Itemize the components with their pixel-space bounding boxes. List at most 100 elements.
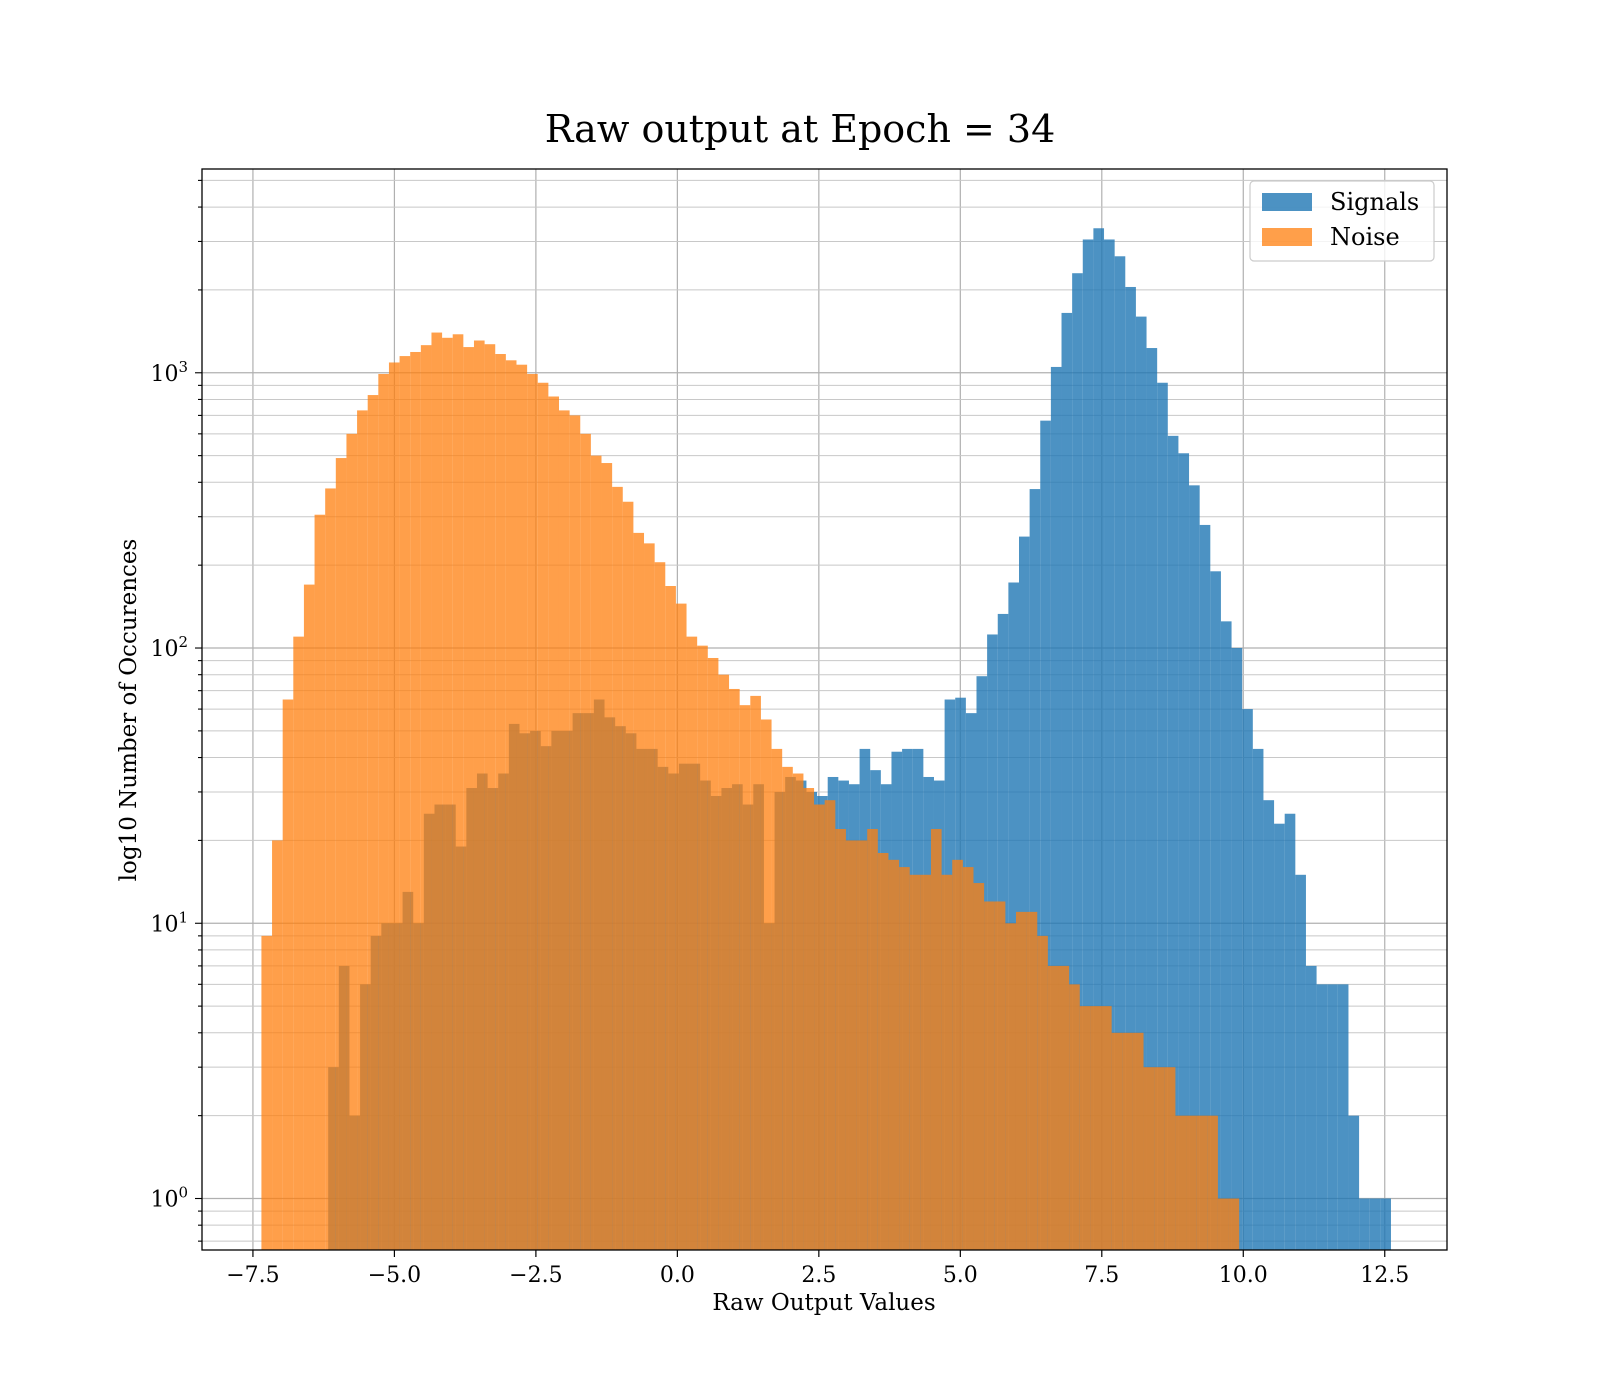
noise-bar: [516, 364, 528, 1251]
noise-bar: [899, 867, 910, 1250]
noise-bar: [1079, 1006, 1091, 1250]
noise-bar: [1090, 1006, 1102, 1250]
noise-bar: [1207, 1115, 1218, 1250]
noise-bar: [707, 657, 719, 1250]
noise-bar: [314, 514, 326, 1250]
noise-bar: [282, 699, 294, 1250]
signals-bar: [1231, 648, 1243, 1250]
signals-bar: [1337, 984, 1349, 1250]
y-tick-label: 100: [150, 1184, 188, 1213]
noise-bar: [495, 354, 506, 1250]
signals-bar: [1072, 273, 1083, 1250]
noise-bar: [771, 748, 783, 1250]
x-tick-label: 12.5: [1360, 1263, 1409, 1288]
histogram-bars: [261, 228, 1391, 1251]
y-axis-label: log10 Number of Occurences: [116, 539, 142, 882]
signals-bar: [1029, 489, 1041, 1251]
signals-bar: [1178, 453, 1190, 1250]
noise-bar: [558, 410, 570, 1250]
noise-bar: [1122, 1032, 1133, 1250]
noise-bar: [803, 788, 815, 1250]
noise-bar: [1132, 1032, 1144, 1250]
signals-bar: [1295, 874, 1306, 1250]
noise-bar: [452, 334, 464, 1251]
noise-bar: [1069, 984, 1080, 1250]
noise-bar: [856, 840, 868, 1250]
x-tick-label: −2.5: [509, 1263, 562, 1288]
noise-bar: [718, 674, 730, 1250]
noise-bar: [261, 935, 273, 1250]
noise-bar: [1026, 911, 1038, 1250]
noise-bar: [1175, 1115, 1187, 1250]
noise-bar: [601, 463, 613, 1250]
x-tick-label: 7.5: [1084, 1263, 1119, 1288]
signals-bar: [1135, 316, 1147, 1250]
x-tick-label: −7.5: [226, 1263, 279, 1288]
noise-bar: [612, 486, 623, 1250]
y-tick-label: 102: [150, 633, 188, 662]
signals-bar: [1316, 984, 1328, 1250]
noise-bar: [442, 337, 453, 1250]
legend: Signals Noise: [1249, 180, 1435, 262]
noise-bar: [1196, 1115, 1208, 1250]
signals-bar: [1189, 485, 1200, 1250]
noise-bar: [909, 874, 921, 1250]
noise-bar: [739, 705, 751, 1250]
signals-bar: [1252, 748, 1264, 1250]
noise-bar: [814, 804, 825, 1250]
x-tick-label: 5.0: [943, 1263, 978, 1288]
noise-bar: [590, 455, 602, 1250]
legend-swatch-signals: [1262, 193, 1312, 211]
legend-swatch-noise: [1262, 228, 1312, 246]
series-noise: [261, 332, 1240, 1251]
noise-bar: [654, 562, 666, 1250]
noise-bar: [952, 859, 963, 1250]
signals-bar: [1050, 366, 1062, 1250]
noise-bar: [420, 345, 432, 1250]
noise-bar: [367, 395, 379, 1250]
noise-bar: [399, 356, 411, 1250]
x-axis-ticks: −7.5 −5.0 −2.5 0.0 2.5 5.0 7.5 10.0 12.5: [226, 1250, 1409, 1288]
signals-bar: [1093, 228, 1105, 1250]
noise-bar: [1143, 1067, 1155, 1250]
noise-bar: [1164, 1067, 1176, 1250]
noise-bar: [293, 636, 304, 1250]
noise-bar: [633, 532, 645, 1250]
signals-bar: [1199, 524, 1211, 1250]
noise-bar: [484, 344, 496, 1251]
noise-bar: [505, 360, 517, 1250]
noise-bar: [941, 874, 953, 1250]
noise-bar: [750, 695, 761, 1250]
signals-bar: [1114, 256, 1126, 1250]
noise-bar: [303, 584, 315, 1250]
chart-title: Raw output at Epoch = 34: [545, 107, 1056, 151]
signals-bar: [1019, 536, 1030, 1250]
signals-bar: [1284, 813, 1296, 1250]
signals-bar: [1210, 571, 1221, 1250]
noise-bar: [1058, 965, 1070, 1250]
noise-bar: [335, 458, 347, 1250]
noise-bar: [665, 586, 676, 1250]
noise-bar: [729, 688, 740, 1250]
noise-bar: [845, 840, 857, 1250]
y-axis-ticks: 100 101 102 103: [150, 179, 202, 1242]
noise-bar: [431, 332, 443, 1250]
noise-bar: [1101, 1006, 1112, 1250]
noise-bar: [1228, 1198, 1240, 1250]
noise-bar: [527, 373, 538, 1250]
y-tick-label: 101: [150, 908, 188, 937]
signals-bar: [1242, 709, 1253, 1250]
legend-label-noise: Noise: [1330, 223, 1400, 251]
noise-bar: [378, 373, 389, 1250]
signals-bar: [1327, 984, 1338, 1250]
noise-bar: [580, 433, 591, 1250]
signals-bar: [1061, 312, 1073, 1250]
signals-bar: [1359, 1198, 1370, 1250]
signals-bar: [1157, 382, 1168, 1250]
x-tick-label: −5.0: [368, 1263, 421, 1288]
noise-bar: [984, 901, 995, 1250]
noise-bar: [473, 340, 485, 1250]
noise-bar: [920, 874, 931, 1250]
noise-bar: [1154, 1067, 1165, 1250]
